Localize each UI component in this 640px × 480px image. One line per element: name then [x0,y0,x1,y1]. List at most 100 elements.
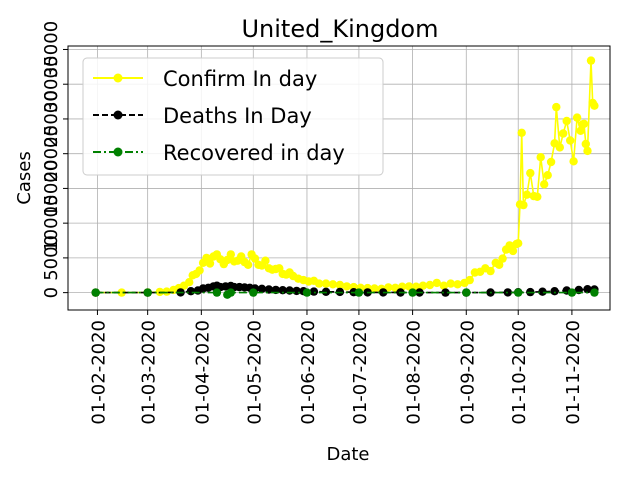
series-point [143,288,152,297]
x-tick-label: 01-02-2020 [88,320,109,425]
series-point [370,284,379,293]
series-point [441,288,450,297]
series-point [162,287,171,296]
series-point [566,136,575,145]
x-tick-label: 01-09-2020 [457,320,478,425]
series-point [519,200,528,210]
series-point [446,279,455,288]
chart-title: United_Kingdom [241,15,438,43]
x-tick-label: 01-07-2020 [350,320,371,425]
x-tick-label: 01-03-2020 [139,320,160,425]
series-point [579,119,589,128]
series-point [226,288,235,297]
series-point [261,256,270,265]
series-point [590,288,599,297]
series-point [205,259,215,268]
series-point [590,101,599,110]
series-point [408,288,417,297]
series-point [522,190,532,199]
y-tick-label: 20000 [41,125,62,182]
series-point [226,250,235,259]
series-point [517,128,526,137]
series-point [185,278,194,287]
legend-marker [113,73,123,83]
y-tick-label: 25000 [41,90,62,147]
series-point [538,287,547,296]
series-point [486,266,495,276]
y-tick-label: 10000 [41,195,62,252]
series-point [514,288,523,297]
legend-label: Deaths In Day [163,104,312,128]
x-ticks: 01-02-2020 01-03-2020 01-04-2020 01-05-2020… [88,310,584,425]
x-axis-label: Date [326,444,369,465]
series-point [555,143,564,152]
x-tick-label: 01-10-2020 [509,320,530,425]
x-tick-label: 01-08-2020 [404,320,425,425]
series-point [514,239,523,248]
legend-marker [113,110,123,120]
series-point [562,116,571,126]
series-group [91,288,599,299]
series-point [540,180,549,189]
x-tick-label: 01-06-2020 [298,320,319,425]
series-point [572,113,582,122]
series-point [550,287,559,296]
series-point [321,279,331,288]
plot-frame [67,45,611,311]
series-point [533,192,542,201]
series-point [552,102,561,112]
plot-lines [91,56,599,299]
x-tick-label: 01-04-2020 [192,320,213,425]
series-point [328,280,338,289]
series-point [384,283,393,292]
legend-marker [113,147,123,157]
y-tick-label: 30000 [41,56,62,113]
series-point [546,157,556,167]
series-point [404,282,414,291]
series-point [354,288,364,297]
legend: Confirm In day Deaths In Day Recovered in … [82,57,384,176]
series-point [569,157,578,166]
series-point [321,287,331,296]
series-point [508,246,518,256]
series-point [559,129,568,138]
series-point [583,146,592,156]
series-point [342,282,351,291]
y-tick-label: 15000 [41,160,62,217]
series-point [462,288,471,297]
series-point [536,153,545,162]
series-point [418,281,428,290]
series-point [439,281,448,290]
legend-label: Confirm In day [163,67,317,91]
legend-box [82,57,384,176]
series-point [465,275,474,285]
series-point [425,280,435,290]
y-axis-label: Cases [14,151,35,204]
series-point [576,126,585,135]
series-point [249,288,258,297]
series-point [453,280,462,289]
series-point [243,260,253,269]
series-point [250,254,260,263]
series-point [278,286,287,295]
series-point [335,280,345,290]
series-point [498,254,507,263]
series-point [526,168,535,178]
series-point [432,278,441,288]
series-point [91,288,100,297]
y-tick-label: 0 [41,287,62,298]
x-tick-label: 01-05-2020 [244,320,265,425]
series-point [309,287,319,296]
y-tick-label: 5000 [41,235,62,281]
series-point [264,285,274,294]
series-point [583,285,592,294]
series-point [212,288,222,297]
series-point [302,288,312,297]
series-point [117,288,126,297]
series-point [581,139,590,149]
legend-label: Recovered in day [163,141,345,165]
series-point [314,279,324,288]
series-point [586,56,596,65]
